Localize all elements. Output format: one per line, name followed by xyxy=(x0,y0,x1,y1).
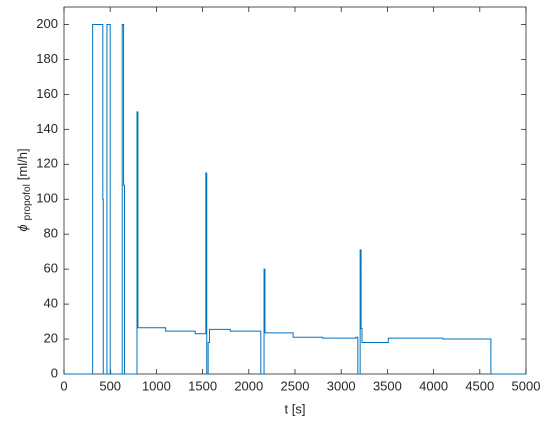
y-tick-label: 180 xyxy=(36,51,58,66)
y-label-unit: [ml/h] xyxy=(15,148,30,180)
y-tick-label: 0 xyxy=(51,365,58,380)
x-tick-label: 500 xyxy=(99,378,121,393)
y-tick-label: 200 xyxy=(36,16,58,31)
x-tick-label: 1000 xyxy=(142,378,171,393)
x-tick-label: 4500 xyxy=(465,378,494,393)
y-tick-label: 140 xyxy=(36,121,58,136)
x-tick-label: 1500 xyxy=(188,378,217,393)
y-axis-label: ϕ propofol [ml/h] xyxy=(15,148,32,231)
plot-area xyxy=(63,6,527,375)
y-tick-label: 160 xyxy=(36,86,58,101)
y-tick-label: 60 xyxy=(44,261,58,276)
x-tick-label: 3000 xyxy=(327,378,356,393)
x-axis-label: t [s] xyxy=(285,401,306,416)
x-tick-label: 2000 xyxy=(234,378,263,393)
data-line xyxy=(64,23,526,375)
x-tick-label: 0 xyxy=(60,378,67,393)
x-tick-label: 2500 xyxy=(281,378,310,393)
y-tick-label: 100 xyxy=(36,191,58,206)
y-tick-label: 120 xyxy=(36,156,58,171)
y-tick-label: 40 xyxy=(44,296,58,311)
x-tick-label: 5000 xyxy=(512,378,541,393)
x-tick-label: 3500 xyxy=(373,378,402,393)
y-label-subscript: propofol xyxy=(22,184,33,220)
y-tick-label: 80 xyxy=(44,226,58,241)
y-tick-label: 20 xyxy=(44,330,58,345)
y-label-symbol: ϕ xyxy=(15,224,30,231)
x-tick-label: 4000 xyxy=(419,378,448,393)
